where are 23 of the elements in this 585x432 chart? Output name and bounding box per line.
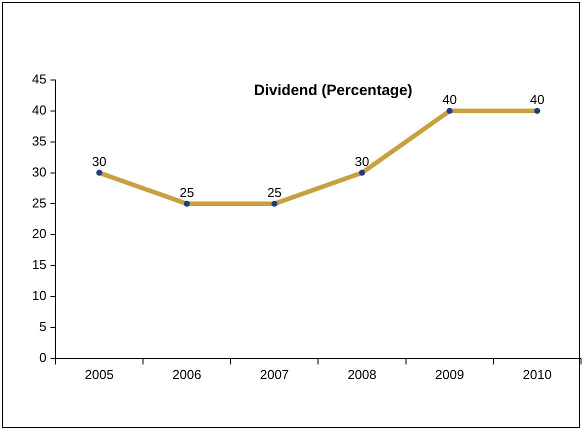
chart-title: Dividend (Percentage) — [254, 82, 412, 100]
y-tick-label: 0 — [39, 350, 46, 365]
x-tick-label: 2009 — [435, 366, 464, 382]
y-tick-label: 10 — [32, 288, 46, 304]
data-label: 25 — [180, 184, 194, 200]
y-tick-label: 30 — [32, 164, 46, 180]
y-tick-label: 45 — [32, 72, 46, 87]
data-label: 40 — [442, 92, 457, 108]
y-tick-label: 5 — [39, 319, 46, 334]
x-tick-label: 2010 — [522, 366, 552, 382]
data-label: 30 — [92, 154, 106, 169]
y-tick-label: 35 — [32, 133, 46, 148]
y-tick-label: 15 — [32, 257, 46, 272]
data-label: 30 — [354, 154, 370, 169]
y-tick-label: 40 — [32, 102, 46, 118]
x-tick-label: 2006 — [172, 366, 202, 382]
y-tick-label: 25 — [32, 195, 46, 210]
x-tick-label: 2007 — [260, 366, 289, 382]
data-label: 25 — [267, 184, 282, 200]
data-label: 40 — [530, 92, 544, 108]
x-tick-label: 2008 — [348, 366, 376, 382]
x-tick-label: 2005 — [84, 366, 114, 382]
y-tick-label: 20 — [32, 226, 46, 242]
